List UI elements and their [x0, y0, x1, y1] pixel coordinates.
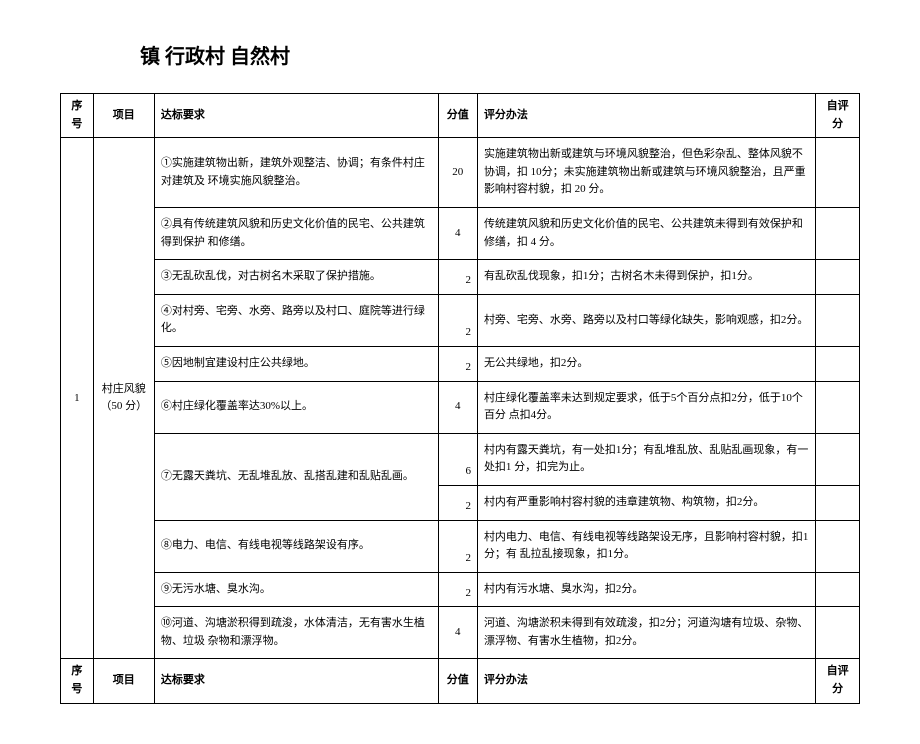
- header-method: 评分办法: [477, 94, 815, 138]
- footer-method: 评分办法: [477, 659, 815, 703]
- cell-method: 实施建筑物出新或建筑与环境风貌整治，但色彩杂乱、整体风貌不协调，扣 10分；未实…: [477, 138, 815, 208]
- header-req: 达标要求: [154, 94, 438, 138]
- table-row: ④对村旁、宅旁、水旁、路旁以及村口、庭院等进行绿化。 2 村旁、宅旁、水旁、路旁…: [61, 294, 860, 346]
- table-header-row: 序号 项目 达标要求 分值 评分办法 自评分: [61, 94, 860, 138]
- cell-method: 村内电力、电信、有线电视等线路架设无序，且影响村容村貌，扣1分；有 乱拉乱接现象…: [477, 520, 815, 572]
- table-row: ②具有传统建筑风貌和历史文化价值的民宅、公共建筑得到保护 和修缮。 4 传统建筑…: [61, 207, 860, 259]
- page-title: 镇 行政村 自然村: [140, 40, 860, 69]
- table-row: ⑨无污水塘、臭水沟。 2 村内有污水塘、臭水沟，扣2分。: [61, 572, 860, 607]
- evaluation-table: 序号 项目 达标要求 分值 评分办法 自评分 1 村庄风貌（50 分） ①实施建…: [60, 93, 860, 704]
- cell-req: ②具有传统建筑风貌和历史文化价值的民宅、公共建筑得到保护 和修缮。: [154, 207, 438, 259]
- footer-seq: 序号: [61, 659, 94, 703]
- cell-self: [816, 520, 860, 572]
- table-footer-row: 序号 项目 达标要求 分值 评分办法 自评分: [61, 659, 860, 703]
- cell-score: 2: [438, 260, 477, 295]
- cell-seq: 1: [61, 138, 94, 659]
- table-row: 1 村庄风貌（50 分） ①实施建筑物出新，建筑外观整洁、协调；有条件村庄对建筑…: [61, 138, 860, 208]
- cell-req: ③无乱砍乱伐，对古树名木采取了保护措施。: [154, 260, 438, 295]
- cell-self: [816, 207, 860, 259]
- cell-method: 村内有污水塘、臭水沟，扣2分。: [477, 572, 815, 607]
- cell-self: [816, 433, 860, 485]
- cell-req: ⑤因地制宜建设村庄公共绿地。: [154, 346, 438, 381]
- footer-score: 分值: [438, 659, 477, 703]
- footer-req: 达标要求: [154, 659, 438, 703]
- cell-method: 河道、沟塘淤积未得到有效疏浚，扣2分；河道沟塘有垃圾、杂物、漂浮物、有害水生植物…: [477, 607, 815, 659]
- cell-score: 4: [438, 607, 477, 659]
- header-score: 分值: [438, 94, 477, 138]
- cell-score: 2: [438, 520, 477, 572]
- cell-method: 无公共绿地，扣2分。: [477, 346, 815, 381]
- cell-method: 有乱砍乱伐现象，扣1分；古树名木未得到保护，扣1分。: [477, 260, 815, 295]
- cell-self: [816, 346, 860, 381]
- cell-self: [816, 260, 860, 295]
- cell-req: ⑨无污水塘、臭水沟。: [154, 572, 438, 607]
- table-row: ⑧电力、电信、有线电视等线路架设有序。 2 村内电力、电信、有线电视等线路架设无…: [61, 520, 860, 572]
- cell-self: [816, 607, 860, 659]
- cell-method: 传统建筑风貌和历史文化价值的民宅、公共建筑未得到有效保护和修缮，扣 4 分。: [477, 207, 815, 259]
- footer-self: 自评分: [816, 659, 860, 703]
- cell-score: 2: [438, 485, 477, 520]
- cell-score: 4: [438, 207, 477, 259]
- cell-self: [816, 138, 860, 208]
- cell-score: 2: [438, 346, 477, 381]
- cell-self: [816, 294, 860, 346]
- table-row: ③无乱砍乱伐，对古树名木采取了保护措施。 2 有乱砍乱伐现象，扣1分；古树名木未…: [61, 260, 860, 295]
- cell-method: 村旁、宅旁、水旁、路旁以及村口等绿化缺失，影响观感，扣2分。: [477, 294, 815, 346]
- cell-req: ⑧电力、电信、有线电视等线路架设有序。: [154, 520, 438, 572]
- cell-req: ⑦无露天粪坑、无乱堆乱放、乱搭乱建和乱贴乱画。: [154, 433, 438, 520]
- cell-req: ①实施建筑物出新，建筑外观整洁、协调；有条件村庄对建筑及 环境实施风貌整治。: [154, 138, 438, 208]
- table-row: ⑩河道、沟塘淤积得到疏浚，水体清洁，无有害水生植物、垃圾 杂物和漂浮物。 4 河…: [61, 607, 860, 659]
- header-proj: 项目: [93, 94, 154, 138]
- cell-self: [816, 381, 860, 433]
- cell-score: 4: [438, 381, 477, 433]
- cell-self: [816, 485, 860, 520]
- cell-req: ④对村旁、宅旁、水旁、路旁以及村口、庭院等进行绿化。: [154, 294, 438, 346]
- cell-self: [816, 572, 860, 607]
- cell-proj: 村庄风貌（50 分）: [93, 138, 154, 659]
- cell-req: ⑩河道、沟塘淤积得到疏浚，水体清洁，无有害水生植物、垃圾 杂物和漂浮物。: [154, 607, 438, 659]
- cell-score: 20: [438, 138, 477, 208]
- cell-score: 2: [438, 572, 477, 607]
- table-row: ⑦无露天粪坑、无乱堆乱放、乱搭乱建和乱贴乱画。 6 村内有露天粪坑，有一处扣1分…: [61, 433, 860, 485]
- cell-score: 6: [438, 433, 477, 485]
- header-self: 自评分: [816, 94, 860, 138]
- table-row: ⑤因地制宜建设村庄公共绿地。 2 无公共绿地，扣2分。: [61, 346, 860, 381]
- header-seq: 序号: [61, 94, 94, 138]
- cell-method: 村庄绿化覆盖率未达到规定要求，低于5个百分点扣2分，低于10个百分 点扣4分。: [477, 381, 815, 433]
- table-row: ⑥村庄绿化覆盖率达30%以上。 4 村庄绿化覆盖率未达到规定要求，低于5个百分点…: [61, 381, 860, 433]
- cell-score: 2: [438, 294, 477, 346]
- cell-method: 村内有露天粪坑，有一处扣1分；有乱堆乱放、乱贴乱画现象，有一处扣1 分，扣完为止…: [477, 433, 815, 485]
- cell-method: 村内有严重影响村容村貌的违章建筑物、构筑物，扣2分。: [477, 485, 815, 520]
- cell-req: ⑥村庄绿化覆盖率达30%以上。: [154, 381, 438, 433]
- footer-proj: 项目: [93, 659, 154, 703]
